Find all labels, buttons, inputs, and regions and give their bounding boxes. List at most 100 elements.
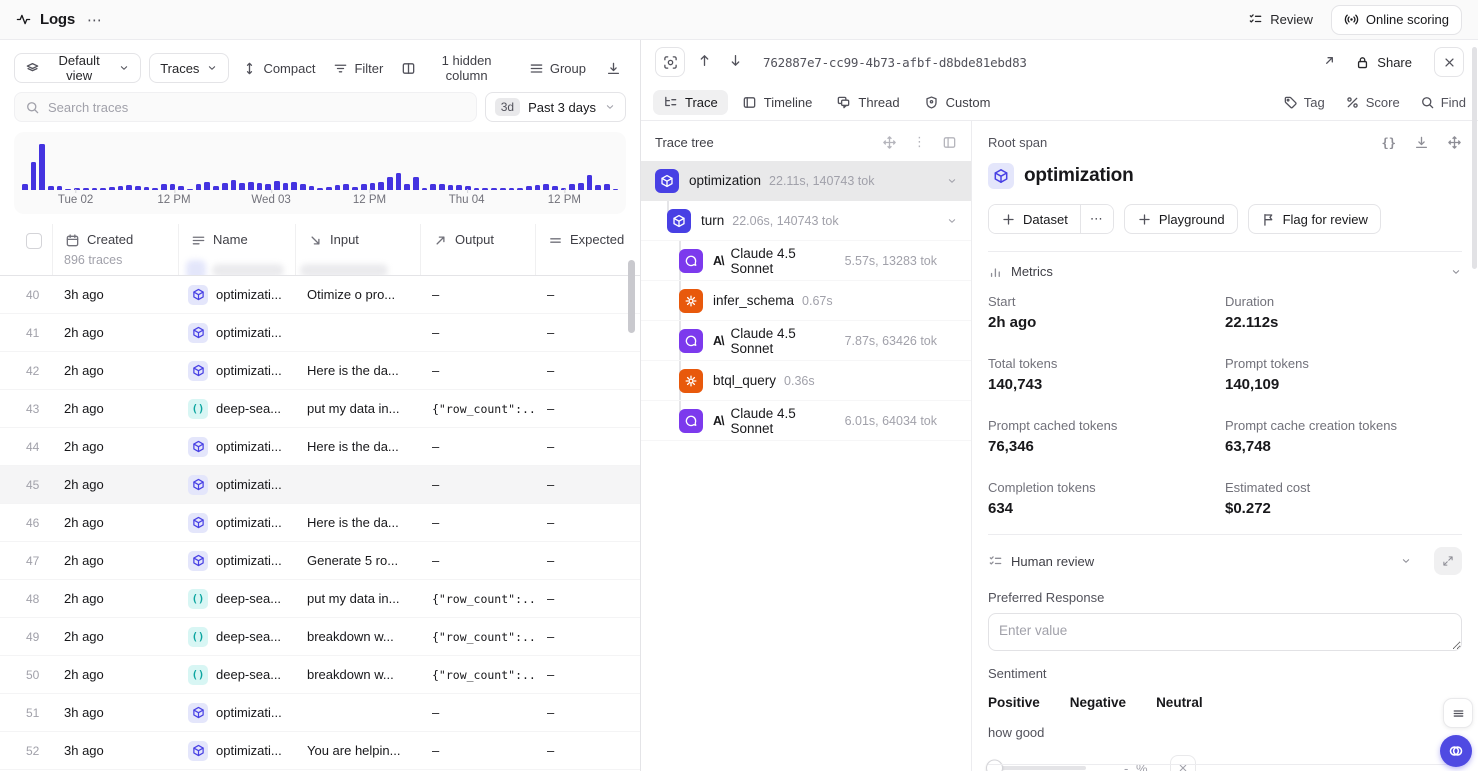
column-header-created[interactable]: Created bbox=[52, 224, 178, 275]
flag-for-review-button[interactable]: Flag for review bbox=[1248, 204, 1381, 234]
traces-selector[interactable]: Traces bbox=[149, 53, 229, 83]
slider-thumb[interactable] bbox=[986, 760, 1003, 771]
table-row[interactable]: 462h agooptimizati...Here is the da...–– bbox=[0, 504, 640, 542]
search-input[interactable] bbox=[48, 100, 466, 115]
task-icon bbox=[188, 285, 208, 305]
search-box[interactable] bbox=[14, 92, 477, 122]
trace-tree-node[interactable]: optimization22.11s, 140743 tok bbox=[641, 161, 971, 201]
sentiment-option-positive[interactable]: Positive bbox=[988, 695, 1040, 710]
add-to-dataset-button[interactable]: Dataset bbox=[989, 205, 1080, 233]
table-row[interactable]: 432h ago()deep-sea...put my data in...{"… bbox=[0, 390, 640, 428]
trace-tree-node[interactable]: btql_query0.36s bbox=[641, 361, 971, 401]
expand-review-button[interactable] bbox=[1434, 547, 1462, 575]
cell-input: Otimize o pro... bbox=[295, 287, 420, 302]
span-metrics: 0.67s bbox=[802, 294, 833, 308]
histogram-bars bbox=[22, 142, 618, 190]
table-row[interactable]: 502h ago()deep-sea...breakdown w...{"row… bbox=[0, 656, 640, 694]
move-icon[interactable] bbox=[882, 135, 897, 150]
compact-toggle[interactable]: Compact bbox=[237, 61, 320, 76]
right-scrollbar-thumb[interactable] bbox=[1472, 47, 1477, 269]
tab-custom[interactable]: Custom bbox=[914, 90, 1001, 115]
kebab-menu-icon[interactable]: ⋮ bbox=[913, 134, 926, 150]
export-button[interactable] bbox=[601, 61, 626, 76]
cell-input: Here is the da... bbox=[295, 439, 420, 454]
histogram-bar bbox=[239, 183, 245, 190]
move-icon[interactable] bbox=[1447, 135, 1462, 150]
download-icon[interactable] bbox=[1414, 135, 1429, 150]
histogram-bar bbox=[326, 187, 332, 190]
trace-tree-node[interactable]: infer_schema0.67s bbox=[641, 281, 971, 321]
cell-input: put my data in... bbox=[295, 401, 420, 416]
row-number: 43 bbox=[0, 402, 52, 416]
filter-button[interactable]: Filter bbox=[328, 61, 388, 76]
metrics-header[interactable]: Metrics bbox=[988, 264, 1462, 279]
sentiment-option-negative[interactable]: Negative bbox=[1070, 695, 1126, 710]
table-row[interactable]: 492h ago()deep-sea...breakdown w...{"row… bbox=[0, 618, 640, 656]
add-to-playground-button[interactable]: Playground bbox=[1124, 204, 1238, 234]
logs-pulse-icon bbox=[16, 12, 31, 27]
trace-id[interactable]: 762887e7-cc99-4b73-afbf-d8bde81ebd83 bbox=[763, 55, 1314, 70]
score-button[interactable]: Score bbox=[1345, 95, 1400, 110]
column-header-expected[interactable]: Expected bbox=[535, 224, 640, 275]
table-row[interactable]: 452h agooptimizati...–– bbox=[0, 466, 640, 504]
online-scoring-button[interactable]: Online scoring bbox=[1331, 5, 1462, 35]
json-view-icon[interactable]: {} bbox=[1382, 136, 1396, 150]
dataset-more-button[interactable]: ⋯ bbox=[1080, 205, 1113, 233]
group-button[interactable]: Group bbox=[524, 61, 591, 76]
table-row[interactable]: 523h agooptimizati...You are helpin...–– bbox=[0, 732, 640, 770]
view-selector[interactable]: Default view bbox=[14, 53, 141, 83]
floating-menu-button[interactable] bbox=[1443, 698, 1473, 728]
clear-score-button[interactable] bbox=[1170, 755, 1196, 771]
traces-histogram[interactable]: Tue 0212 PMWed 0312 PMThu 0412 PM bbox=[14, 132, 626, 214]
trace-tree-node[interactable]: A\Claude 4.5 Sonnet6.01s, 64034 tok bbox=[641, 401, 971, 441]
tag-button[interactable]: Tag bbox=[1283, 95, 1325, 110]
histogram-bar bbox=[309, 186, 315, 190]
close-panel-button[interactable] bbox=[1434, 47, 1464, 77]
next-trace-button[interactable] bbox=[724, 49, 747, 75]
tab-trace[interactable]: Trace bbox=[653, 90, 728, 115]
open-in-new-button[interactable] bbox=[1322, 53, 1337, 71]
row-number: 44 bbox=[0, 440, 52, 454]
tree-list-icon bbox=[663, 95, 678, 110]
page-title: Logs bbox=[40, 11, 75, 28]
sentiment-option-neutral[interactable]: Neutral bbox=[1156, 695, 1203, 710]
trace-tree-node[interactable]: A\Claude 4.5 Sonnet7.87s, 63426 tok bbox=[641, 321, 971, 361]
table-row[interactable]: 422h agooptimizati...Here is the da...–– bbox=[0, 352, 640, 390]
span-actions: Dataset ⋯ Playground Flag for review bbox=[988, 204, 1462, 234]
page-more-button[interactable]: ⋯ bbox=[87, 11, 103, 29]
preferred-response-input[interactable] bbox=[988, 613, 1462, 651]
table-row[interactable]: 482h ago()deep-sea...put my data in...{"… bbox=[0, 580, 640, 618]
hidden-columns-button[interactable]: 1 hidden column bbox=[396, 53, 516, 83]
chevron-down-icon[interactable] bbox=[946, 175, 958, 187]
time-range-selector[interactable]: 3d Past 3 days bbox=[485, 92, 626, 122]
focus-scan-icon bbox=[663, 55, 678, 70]
table-row[interactable]: 412h agooptimizati...–– bbox=[0, 314, 640, 352]
table-row[interactable]: 442h agooptimizati...Here is the da...–– bbox=[0, 428, 640, 466]
find-button[interactable]: Find bbox=[1420, 95, 1466, 110]
share-button[interactable]: Share bbox=[1355, 55, 1412, 70]
hamburger-icon bbox=[1451, 706, 1466, 721]
slider-track[interactable] bbox=[988, 766, 1086, 770]
focus-span-button[interactable] bbox=[655, 47, 685, 77]
previous-trace-button[interactable] bbox=[693, 49, 716, 75]
tab-thread[interactable]: Thread bbox=[826, 90, 909, 115]
columns-icon bbox=[401, 61, 416, 76]
span-name: Claude 4.5 Sonnet bbox=[731, 246, 837, 276]
span-metrics: 22.11s, 140743 tok bbox=[769, 174, 874, 188]
human-review-header[interactable]: Human review bbox=[988, 547, 1462, 575]
table-row[interactable]: 472h agooptimizati...Generate 5 ro...–– bbox=[0, 542, 640, 580]
left-scrollbar-thumb[interactable] bbox=[628, 260, 635, 333]
tab-timeline[interactable]: Timeline bbox=[732, 90, 823, 115]
trace-tree-node[interactable]: turn22.06s, 140743 tok bbox=[641, 201, 971, 241]
trace-tree-node[interactable]: A\Claude 4.5 Sonnet5.57s, 13283 tok bbox=[641, 241, 971, 281]
column-header-output[interactable]: Output bbox=[420, 224, 535, 275]
span-metrics: 7.87s, 63426 tok bbox=[845, 334, 937, 348]
cell-input: breakdown w... bbox=[295, 667, 420, 682]
assistant-fab[interactable] bbox=[1440, 735, 1472, 767]
review-button[interactable]: Review bbox=[1248, 12, 1313, 27]
table-row[interactable]: 513h agooptimizati...–– bbox=[0, 694, 640, 732]
select-all-checkbox[interactable] bbox=[26, 233, 42, 249]
table-row[interactable]: 403h agooptimizati...Otimize o pro...–– bbox=[0, 276, 640, 314]
panel-layout-icon[interactable] bbox=[942, 135, 957, 150]
chevron-down-icon[interactable] bbox=[946, 215, 958, 227]
